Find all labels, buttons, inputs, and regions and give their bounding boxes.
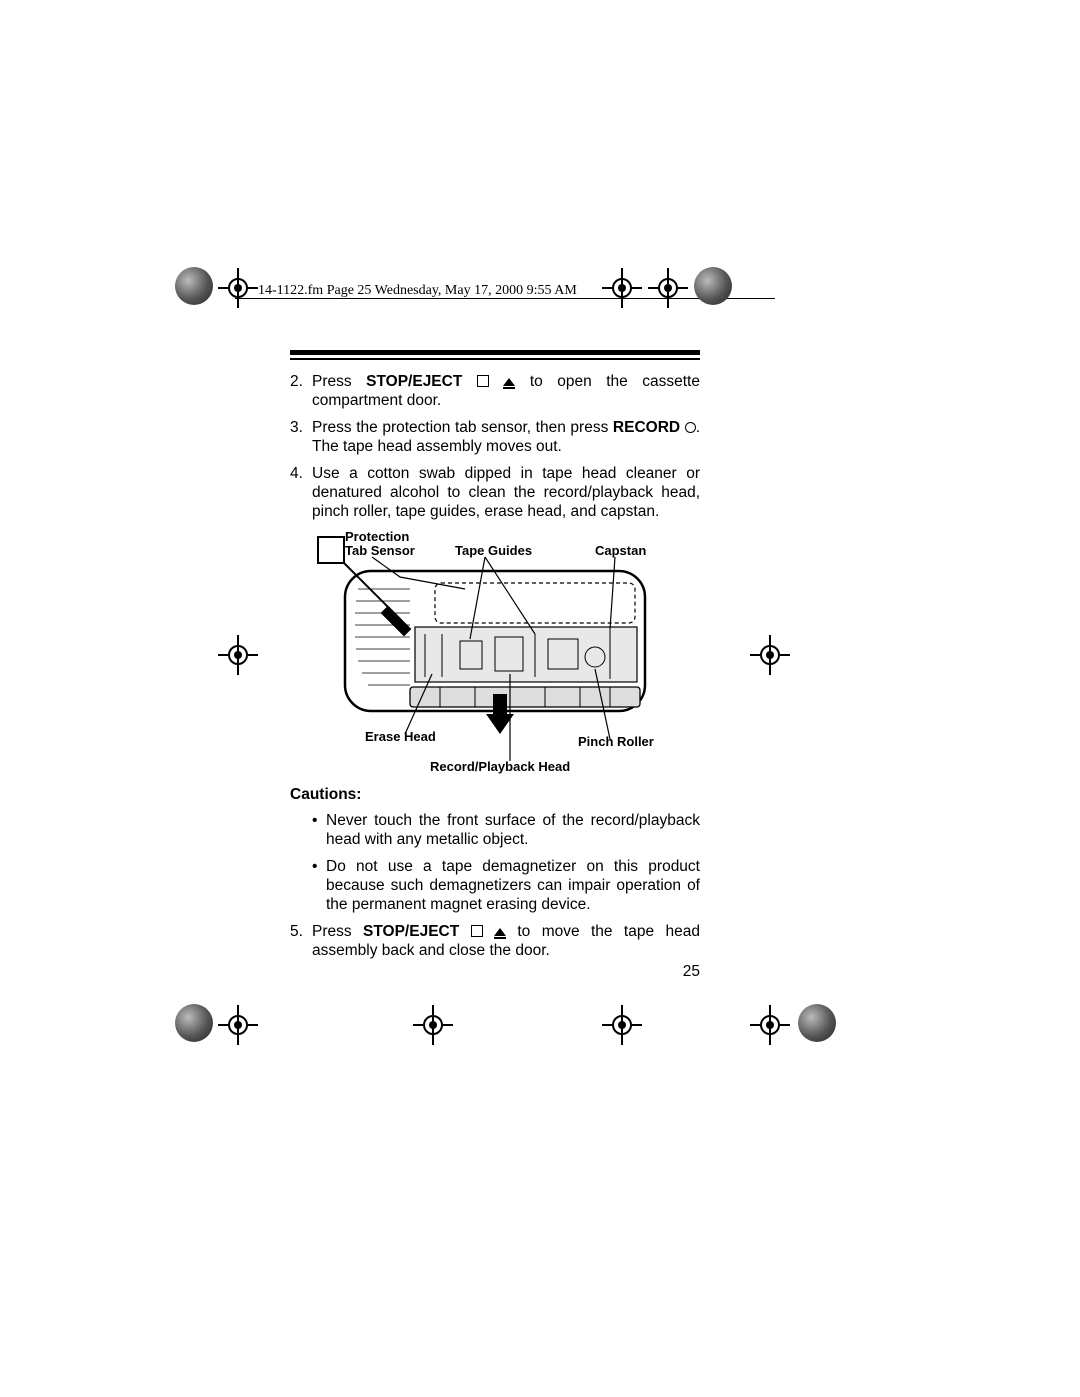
step-2: 2. Press STOP/EJECT to open the cassette…: [290, 372, 700, 410]
eject-icon: [503, 378, 515, 386]
label-record-head: Record/Playback Head: [430, 759, 570, 775]
register-mark-icon: [218, 1005, 258, 1045]
caution-text: Never touch the front surface of the rec…: [326, 811, 700, 849]
bullet-icon: •: [312, 857, 326, 914]
label-protection-2: Tab Sensor: [345, 543, 415, 559]
text: Press: [312, 923, 363, 940]
button-name: STOP/EJECT: [363, 923, 459, 940]
stop-icon: [471, 925, 483, 937]
text: Press the protection tab sensor, then pr…: [312, 419, 613, 436]
thin-rule: [290, 358, 700, 360]
register-mark-icon: [218, 268, 258, 308]
register-disc-icon: [175, 267, 213, 305]
register-mark-icon: [750, 635, 790, 675]
body-column: 2. Press STOP/EJECT to open the cassette…: [290, 372, 700, 968]
caution-item: • Never touch the front surface of the r…: [312, 811, 700, 849]
caution-item: • Do not use a tape demagnetizer on this…: [312, 857, 700, 914]
register-mark-icon: [413, 1005, 453, 1045]
step-number: 5.: [290, 922, 312, 960]
header-text: 14-1122.fm Page 25 Wednesday, May 17, 20…: [258, 283, 577, 299]
header-rule: [235, 298, 775, 299]
register-mark-icon: [602, 268, 642, 308]
step-number: 2.: [290, 372, 312, 410]
register-mark-icon: [218, 635, 258, 675]
label-capstan: Capstan: [595, 543, 646, 559]
tape-mechanism-diagram: Protection Tab Sensor Tape Guides Capsta…: [310, 529, 685, 779]
eject-icon: [494, 928, 506, 936]
register-mark-icon: [602, 1005, 642, 1045]
register-disc-icon: [175, 1004, 213, 1042]
step-text: Use a cotton swab dipped in tape head cl…: [312, 464, 700, 521]
bullet-icon: •: [312, 811, 326, 849]
register-disc-icon: [798, 1004, 836, 1042]
page-number: 25: [683, 962, 700, 981]
step-text: Press the protection tab sensor, then pr…: [312, 418, 700, 456]
register-mark-icon: [648, 268, 688, 308]
button-name: STOP/EJECT: [366, 373, 462, 390]
label-pinch-roller: Pinch Roller: [578, 734, 654, 750]
stop-icon: [477, 375, 489, 387]
document-page: 14-1122.fm Page 25 Wednesday, May 17, 20…: [0, 0, 1080, 1397]
record-icon: [685, 422, 696, 433]
text: Press: [312, 373, 366, 390]
button-name: RECORD: [613, 419, 680, 436]
thick-rule: [290, 350, 700, 355]
cautions-heading: Cautions:: [290, 785, 700, 804]
register-mark-icon: [750, 1005, 790, 1045]
step-text: Press STOP/EJECT to move the tape head a…: [312, 922, 700, 960]
step-5: 5. Press STOP/EJECT to move the tape hea…: [290, 922, 700, 960]
step-3: 3. Press the protection tab sensor, then…: [290, 418, 700, 456]
step-4: 4. Use a cotton swab dipped in tape head…: [290, 464, 700, 521]
caution-text: Do not use a tape demagnetizer on this p…: [326, 857, 700, 914]
step-number: 4.: [290, 464, 312, 521]
step-text: Press STOP/EJECT to open the cassette co…: [312, 372, 700, 410]
label-tape-guides: Tape Guides: [455, 543, 532, 559]
label-erase-head: Erase Head: [365, 729, 436, 745]
register-disc-icon: [694, 267, 732, 305]
step-number: 3.: [290, 418, 312, 456]
